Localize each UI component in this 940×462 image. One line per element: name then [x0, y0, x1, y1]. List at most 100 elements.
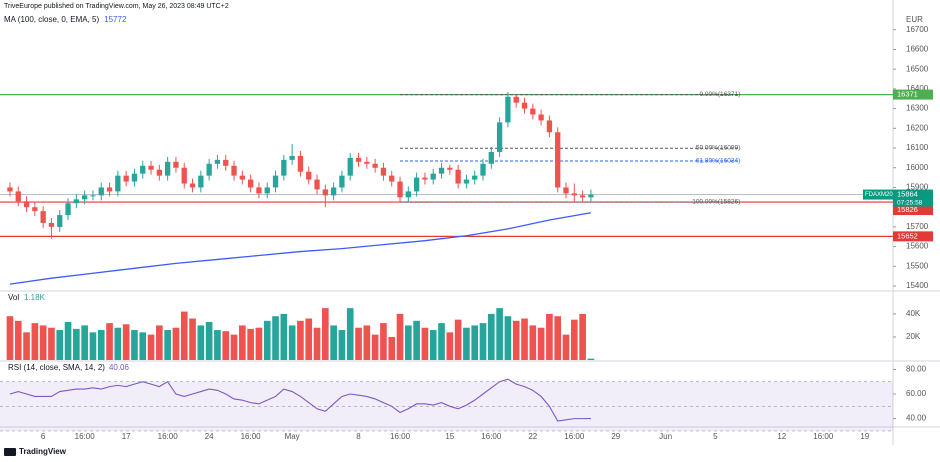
candle-body — [65, 203, 71, 216]
volume-bar — [14, 320, 22, 360]
x-tick-label: May — [285, 432, 300, 441]
volume-bar — [388, 336, 396, 360]
candle-body — [181, 167, 187, 184]
y-tick-label: 15700 — [906, 222, 929, 231]
volume-bar — [122, 324, 130, 360]
volume-bar — [546, 313, 553, 360]
volume-bar — [554, 316, 562, 360]
volume-bar — [230, 334, 238, 360]
candle-body — [330, 187, 337, 196]
line-price-tag-bg — [893, 89, 933, 100]
x-tick-label: 16:00 — [813, 432, 834, 441]
volume-bar — [496, 308, 503, 360]
candle-body — [231, 165, 237, 176]
publisher-note: TriveEurope published on TradingView.com… — [4, 3, 229, 10]
candle-body — [521, 102, 528, 109]
volume-bar — [247, 328, 254, 360]
volume-bar — [570, 319, 578, 360]
candle-body — [538, 114, 544, 121]
volume-bar — [529, 325, 537, 360]
candle-body — [40, 211, 46, 223]
volume-bar — [305, 318, 313, 360]
y-tick-label: 16400 — [906, 84, 929, 93]
y-tick-label: 20K — [906, 332, 921, 341]
volume-bar — [172, 327, 180, 360]
volume-bar — [31, 323, 39, 360]
y-tick-label: 16500 — [906, 64, 929, 73]
ma-legend-value: 15772 — [104, 15, 127, 24]
candle-body — [297, 155, 304, 172]
rsi-title: RSI (14, close, SMA, 14, 2) — [8, 363, 105, 372]
volume-bar — [346, 308, 354, 360]
candle-body — [322, 189, 328, 196]
line-price-tag: 16371 — [897, 90, 918, 99]
volume-bar — [371, 334, 379, 360]
volume-bar — [164, 330, 171, 360]
x-tick-label: 24 — [205, 432, 214, 441]
candle-body — [513, 96, 519, 103]
volume-bar — [205, 321, 213, 360]
rsi-line — [9, 378, 591, 422]
candle-body — [73, 199, 80, 204]
volume-bar — [446, 332, 454, 360]
last-price-bg — [893, 189, 933, 207]
candle-body — [405, 191, 411, 198]
volume-bar — [313, 327, 321, 360]
candle-body — [189, 183, 196, 188]
y-tick-label: 60.00 — [906, 389, 927, 398]
candle-body — [156, 169, 163, 176]
y-tick-label: 40.00 — [906, 414, 927, 423]
volume-bar — [131, 330, 138, 360]
volume-last: 1.18K — [24, 293, 46, 302]
x-tick-label: 16:00 — [75, 432, 96, 441]
volume-bar — [64, 321, 72, 360]
volume-bar — [73, 328, 80, 360]
volume-bar — [380, 323, 387, 360]
brand: TradingView — [19, 447, 67, 456]
candle-body — [472, 175, 478, 180]
candle-body — [530, 108, 536, 115]
volume-bar — [6, 316, 14, 360]
candle-body — [239, 175, 245, 180]
volume-bar — [197, 325, 205, 360]
volume-bar — [487, 313, 495, 360]
candle-body — [272, 175, 279, 188]
fib-label: 0.00%(16371) — [699, 91, 740, 98]
volume-bar — [97, 330, 105, 360]
volume-bar — [413, 320, 420, 360]
volume-title: Vol — [8, 293, 19, 302]
volume-bar — [429, 330, 437, 360]
candle-body — [247, 179, 254, 188]
volume-bar — [156, 325, 163, 360]
volume-bar — [23, 332, 30, 360]
y-tick-label: 16100 — [906, 143, 929, 152]
volume-bar — [579, 313, 586, 360]
candle-body — [23, 201, 30, 208]
volume-bar — [330, 325, 337, 360]
candle-body — [496, 122, 503, 152]
candle-body — [214, 159, 221, 164]
candle-body — [115, 175, 121, 192]
volume-bar — [405, 325, 412, 360]
x-tick-label: 6 — [41, 432, 46, 441]
candle-body — [131, 173, 138, 182]
volume-bar — [454, 319, 462, 360]
candle-body — [7, 187, 13, 192]
volume-bar — [587, 358, 595, 360]
volume-bar — [280, 313, 288, 360]
y-tick-label: 15600 — [906, 242, 929, 251]
rsi-last: 40.06 — [109, 363, 130, 372]
volume-bar — [263, 320, 271, 360]
candle-body — [355, 157, 362, 162]
volume-bar — [288, 325, 296, 360]
ma-line — [9, 212, 592, 285]
logo-mark — [4, 448, 16, 456]
x-tick-label: 16:00 — [390, 432, 411, 441]
candle-body — [447, 167, 453, 170]
x-tick-label: 8 — [356, 432, 361, 441]
volume-bar — [363, 325, 371, 360]
volume-bar — [239, 325, 246, 360]
x-tick-label: 17 — [122, 432, 131, 441]
candle-body — [579, 195, 586, 198]
